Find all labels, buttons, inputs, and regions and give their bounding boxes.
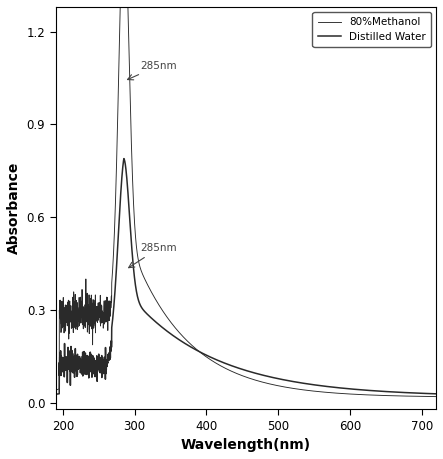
- Distilled Water: [199, 350, 204, 356]
- Line: 80%Methanol: 80%Methanol: [56, 1, 436, 397]
- Distilled Water: [97, 362, 102, 367]
- X-axis label: Wavelength(nm): Wavelength(nm): [181, 438, 311, 452]
- 80%Methanol: [426, 394, 431, 399]
- 80%Methanol: [385, 393, 390, 398]
- Distilled Water: [215, 358, 221, 363]
- Text: 285nm: 285nm: [128, 243, 177, 268]
- Distilled Water: [121, 156, 127, 162]
- Line: Distilled Water: Distilled Water: [56, 159, 436, 394]
- 80%Methanol: [199, 351, 204, 356]
- Distilled Water: [433, 391, 439, 397]
- Text: 285nm: 285nm: [128, 61, 177, 80]
- 80%Methanol: [433, 394, 439, 399]
- 80%Methanol: [97, 304, 102, 310]
- Distilled Water: [53, 392, 58, 397]
- 80%Methanol: [53, 387, 58, 393]
- 80%Methanol: [118, 0, 123, 4]
- Distilled Water: [385, 389, 390, 394]
- 80%Methanol: [119, 0, 124, 4]
- Y-axis label: Absorbance: Absorbance: [7, 162, 21, 254]
- Distilled Water: [426, 391, 431, 396]
- Legend: 80%Methanol, Distilled Water: 80%Methanol, Distilled Water: [312, 12, 431, 47]
- Distilled Water: [119, 178, 124, 183]
- 80%Methanol: [215, 362, 221, 367]
